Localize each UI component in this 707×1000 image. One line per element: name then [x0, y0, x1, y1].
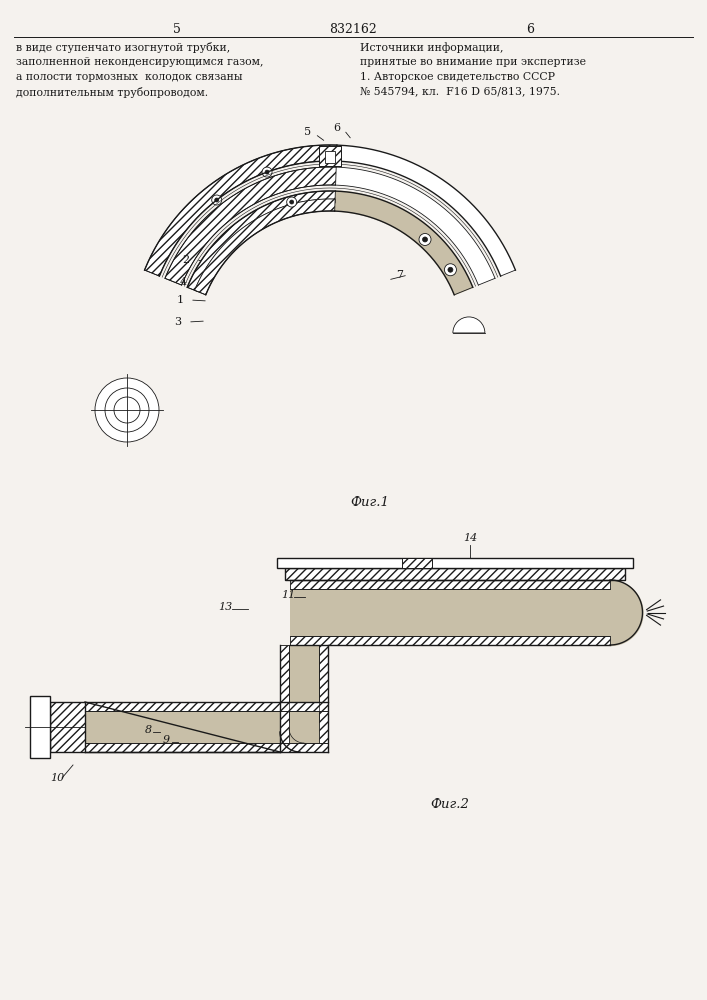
- Circle shape: [265, 170, 269, 174]
- Text: Фиг.1: Фиг.1: [351, 495, 390, 508]
- Polygon shape: [337, 145, 515, 276]
- Text: Источники информации,
принятые во внимание при экспертизе
1. Авторское свидетель: Источники информации, принятые во вниман…: [360, 42, 586, 96]
- Bar: [319, 645, 328, 752]
- Text: 13: 13: [218, 602, 232, 612]
- Text: 1: 1: [177, 295, 184, 305]
- Bar: [290, 580, 610, 589]
- Text: 8: 8: [144, 725, 151, 735]
- Circle shape: [114, 397, 140, 423]
- Polygon shape: [336, 167, 495, 285]
- Polygon shape: [144, 145, 337, 276]
- Bar: [280, 645, 328, 752]
- Text: 5: 5: [305, 127, 312, 137]
- Bar: [325, 151, 335, 163]
- Bar: [285, 568, 625, 580]
- Circle shape: [95, 378, 159, 442]
- Bar: [277, 558, 633, 568]
- Circle shape: [448, 267, 453, 272]
- Bar: [285, 568, 625, 580]
- Polygon shape: [187, 191, 335, 292]
- FancyBboxPatch shape: [290, 580, 610, 645]
- Bar: [402, 558, 432, 568]
- Bar: [30, 696, 50, 758]
- Circle shape: [419, 233, 431, 245]
- Polygon shape: [165, 167, 337, 285]
- Text: 10: 10: [50, 773, 64, 783]
- Circle shape: [211, 195, 222, 205]
- Polygon shape: [335, 199, 465, 292]
- Circle shape: [445, 264, 457, 276]
- Text: 2: 2: [182, 255, 189, 265]
- Bar: [85, 702, 328, 752]
- Text: 6: 6: [334, 123, 341, 133]
- Text: 5: 5: [173, 23, 181, 36]
- Text: 9: 9: [163, 735, 170, 745]
- Wedge shape: [453, 317, 485, 333]
- Circle shape: [287, 197, 297, 207]
- Text: в виде ступенчато изогнутой трубки,
заполненной неконденсирующимся газом,
а поло: в виде ступенчато изогнутой трубки, запо…: [16, 42, 264, 98]
- Circle shape: [105, 388, 149, 432]
- Text: 6: 6: [526, 23, 534, 36]
- Circle shape: [423, 237, 428, 242]
- Circle shape: [262, 167, 272, 177]
- Circle shape: [215, 198, 218, 202]
- Bar: [50, 702, 85, 752]
- Text: 3: 3: [175, 317, 182, 327]
- Bar: [402, 558, 432, 568]
- Bar: [280, 645, 289, 752]
- Polygon shape: [144, 145, 337, 276]
- Bar: [319, 146, 341, 166]
- Text: 832162: 832162: [329, 23, 377, 36]
- Text: 4: 4: [180, 277, 187, 287]
- Text: Фиг.2: Фиг.2: [431, 798, 469, 812]
- Circle shape: [290, 200, 293, 204]
- Bar: [290, 636, 610, 645]
- Bar: [85, 743, 328, 752]
- Polygon shape: [194, 199, 335, 295]
- Polygon shape: [334, 191, 473, 295]
- Bar: [319, 146, 341, 166]
- Text: 14: 14: [463, 533, 477, 543]
- Text: 7: 7: [397, 270, 404, 280]
- Bar: [85, 702, 328, 711]
- Polygon shape: [194, 199, 335, 292]
- Text: 11: 11: [281, 590, 295, 600]
